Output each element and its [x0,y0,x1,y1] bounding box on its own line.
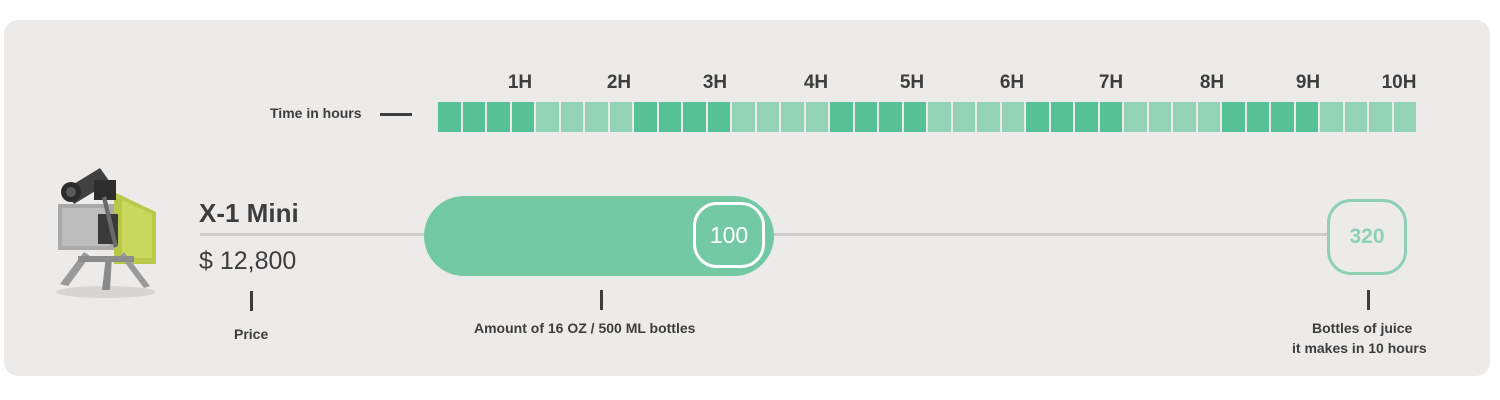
time-segment [1246,102,1270,132]
progress-track [200,233,1370,236]
juicer-machine-image [56,168,156,298]
time-segment [1197,102,1221,132]
amount-tick [600,290,603,310]
time-segment [1222,102,1245,132]
time-segment [683,102,706,132]
time-segment [560,102,584,132]
bottle-amount-value: 100 [693,202,765,268]
time-segment [1148,102,1172,132]
product-price: $ 12,800 [199,247,297,275]
hour-label-5: 5H [899,72,925,93]
time-segment [854,102,878,132]
price-tick [250,291,253,311]
time-segment [707,102,731,132]
time-segment [1099,102,1123,132]
time-segment [830,102,853,132]
time-segment [438,102,461,132]
time-segment [634,102,657,132]
time-segment [1124,102,1147,132]
hour-label-8: 8H [1199,72,1225,93]
time-segment [1369,102,1392,132]
hour-label-4: 4H [803,72,829,93]
bottle-amount-bar: 100 [424,196,774,276]
time-segment [462,102,486,132]
time-segment [928,102,951,132]
time-segment [658,102,682,132]
time-segment [1026,102,1049,132]
time-segment [1295,102,1319,132]
hour-label-1: 1H [507,72,533,93]
price-caption: Price [234,326,269,342]
time-segment [1001,102,1025,132]
bottles-caption-line1: Bottles of juice [1312,320,1413,336]
time-segment [585,102,608,132]
product-name: X-1 Mini [199,198,299,228]
time-segment [1344,102,1368,132]
time-segment [1173,102,1196,132]
total-tick [1367,290,1370,310]
time-segment [487,102,510,132]
amount-caption: Amount of 16 OZ / 500 ML bottles [474,320,696,336]
time-segment [781,102,804,132]
time-segment [952,102,976,132]
hour-label-10: 10H [1381,72,1417,93]
hour-label-9: 9H [1295,72,1321,93]
time-segment [977,102,1000,132]
time-segment [536,102,559,132]
time-segment [879,102,902,132]
time-segment [511,102,535,132]
time-segment [903,102,927,132]
time-axis-dash [380,113,412,116]
hour-label-7: 7H [1098,72,1124,93]
time-segment [756,102,780,132]
time-segment [1075,102,1098,132]
time-segment [609,102,633,132]
hour-label-2: 2H [606,72,632,93]
time-axis-label: Time in hours [270,105,362,121]
hour-label-3: 3H [702,72,728,93]
time-segment [1393,102,1417,132]
time-segment-bar [438,102,1418,132]
time-segment [1271,102,1294,132]
time-segment [732,102,755,132]
time-segment [1050,102,1074,132]
time-segment [1320,102,1343,132]
total-bottles-badge: 320 [1327,199,1407,275]
hour-label-6: 6H [999,72,1025,93]
time-segment [805,102,829,132]
bottles-caption-line2: it makes in 10 hours [1292,340,1427,356]
